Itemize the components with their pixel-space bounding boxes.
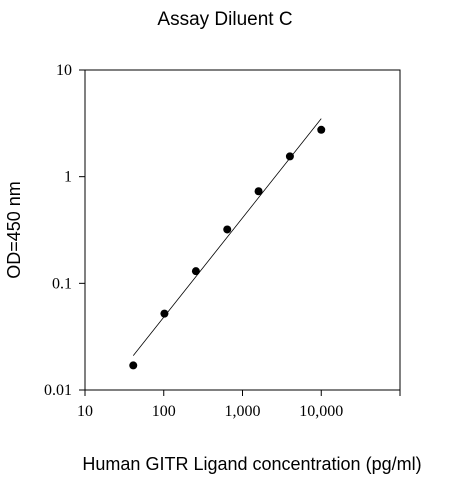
x-tick-label: 10 xyxy=(77,403,93,420)
y-tick-label: 0.1 xyxy=(52,275,72,292)
data-point xyxy=(129,361,138,370)
x-axis: 10 100 1,000 10,000 xyxy=(77,390,401,420)
y-tick-label: 0.01 xyxy=(44,382,72,399)
x-tick-label: 10,000 xyxy=(299,403,343,420)
y-tick-label: 10 xyxy=(56,62,72,79)
data-point xyxy=(160,309,169,318)
y-axis: 0.01 0.1 1 10 xyxy=(44,62,85,399)
y-tick-label: 1 xyxy=(64,169,72,186)
x-axis-label: Human GITR Ligand concentration (pg/ml) xyxy=(82,454,421,474)
data-point xyxy=(285,152,294,161)
data-points xyxy=(129,125,326,370)
y-axis-label: OD=450 nm xyxy=(4,181,24,279)
data-point xyxy=(223,225,232,234)
chart-title: Assay Diluent C xyxy=(157,9,292,30)
x-tick-label: 100 xyxy=(152,403,176,420)
data-point xyxy=(254,187,263,196)
plot-frame xyxy=(84,69,401,391)
x-tick-label: 1,000 xyxy=(225,403,261,420)
data-point xyxy=(317,125,326,134)
data-point xyxy=(191,267,200,276)
